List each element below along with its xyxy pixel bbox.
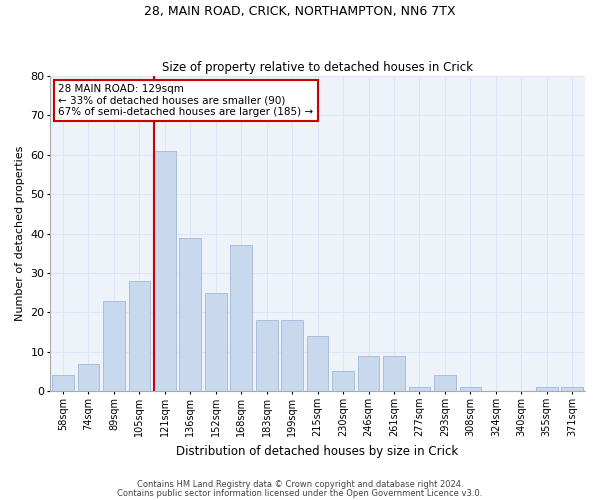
Bar: [179, 238, 201, 391]
Bar: [307, 336, 328, 391]
Bar: [383, 356, 405, 391]
Bar: [154, 151, 176, 391]
Text: Contains HM Land Registry data © Crown copyright and database right 2024.: Contains HM Land Registry data © Crown c…: [137, 480, 463, 489]
Text: 28, MAIN ROAD, CRICK, NORTHAMPTON, NN6 7TX: 28, MAIN ROAD, CRICK, NORTHAMPTON, NN6 7…: [144, 5, 456, 18]
Bar: [434, 376, 456, 391]
Bar: [460, 387, 481, 391]
Bar: [536, 387, 557, 391]
Text: 28 MAIN ROAD: 129sqm
← 33% of detached houses are smaller (90)
67% of semi-detac: 28 MAIN ROAD: 129sqm ← 33% of detached h…: [58, 84, 313, 117]
Bar: [332, 372, 354, 391]
Bar: [103, 300, 125, 391]
Bar: [128, 281, 150, 391]
Text: Contains public sector information licensed under the Open Government Licence v3: Contains public sector information licen…: [118, 489, 482, 498]
Bar: [205, 292, 227, 391]
Bar: [409, 387, 430, 391]
Bar: [256, 320, 278, 391]
Bar: [358, 356, 379, 391]
Y-axis label: Number of detached properties: Number of detached properties: [15, 146, 25, 322]
X-axis label: Distribution of detached houses by size in Crick: Distribution of detached houses by size …: [176, 444, 459, 458]
Bar: [52, 376, 74, 391]
Bar: [281, 320, 303, 391]
Bar: [562, 387, 583, 391]
Title: Size of property relative to detached houses in Crick: Size of property relative to detached ho…: [162, 60, 473, 74]
Bar: [77, 364, 99, 391]
Bar: [230, 246, 252, 391]
